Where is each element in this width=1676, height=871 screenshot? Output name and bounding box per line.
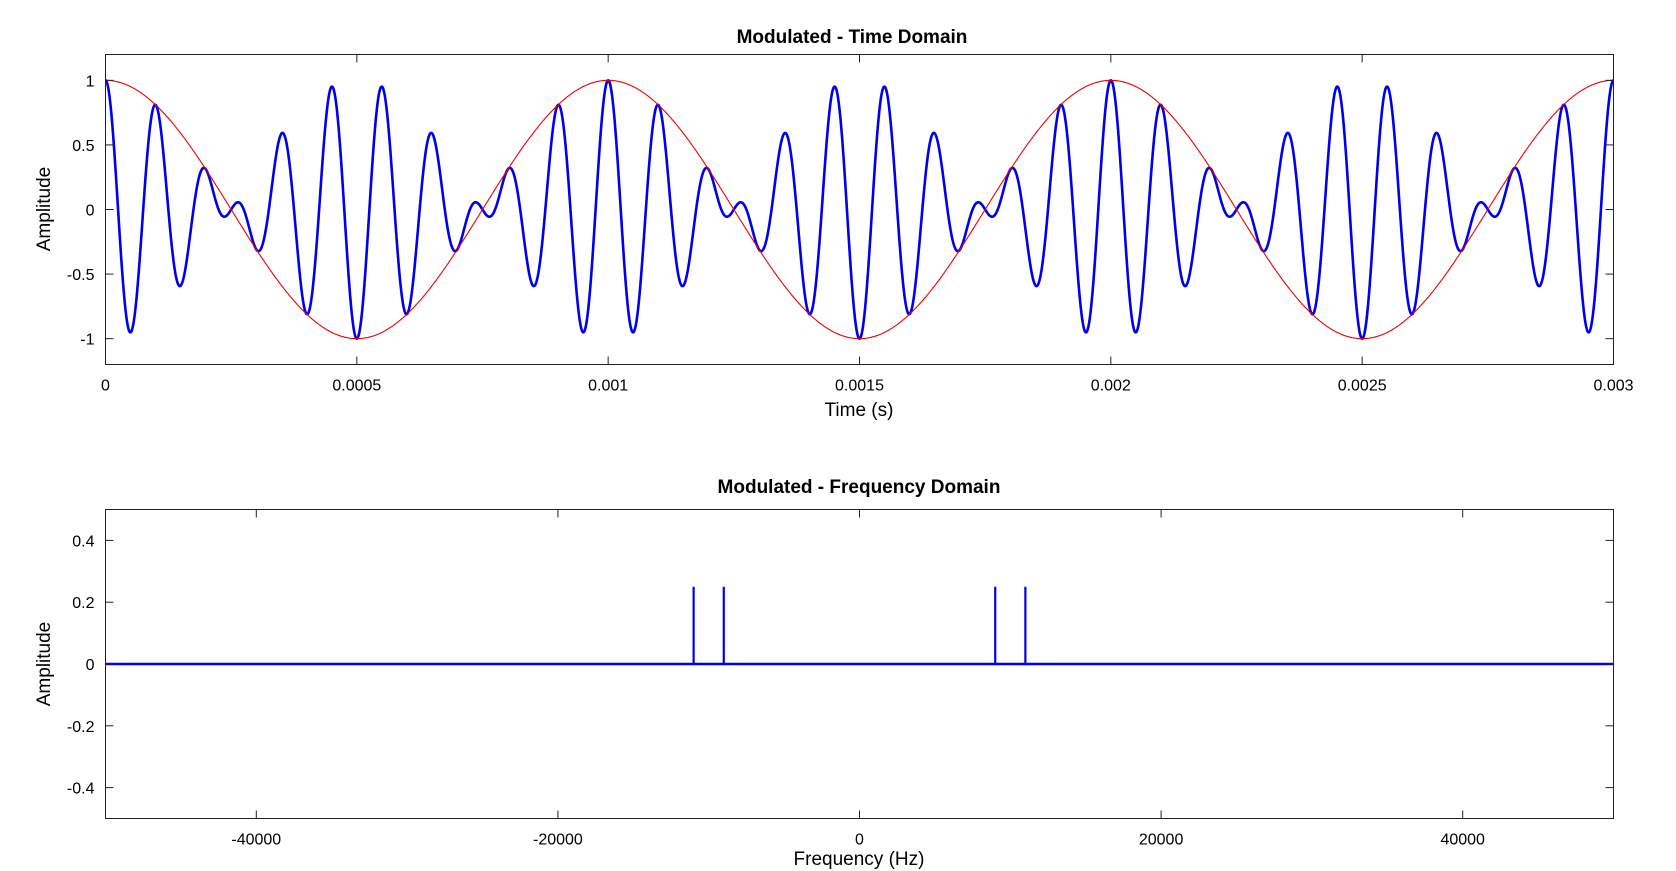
time-domain-plot-area (104, 79, 1615, 340)
time-domain-xtick-label: 0.003 (1593, 378, 1633, 395)
frequency-domain-xtick-label: 0 (855, 832, 864, 849)
time-domain-ytick-label: 0 (86, 203, 95, 220)
frequency-domain-xlabel: Frequency (Hz) (794, 849, 925, 870)
time-domain-xtick-label: 0.0005 (332, 378, 381, 395)
time-domain-ylabel: Amplitude (34, 167, 55, 252)
time-domain-ytick-label: -0.5 (67, 267, 95, 284)
frequency-domain-xtick-label: -40000 (231, 832, 281, 849)
frequency-domain-xtick-label: 40000 (1440, 832, 1485, 849)
frequency-domain-plot-area (105, 586, 1614, 666)
time-domain-xtick-label: 0 (101, 378, 110, 395)
time-domain-ticks: 0 0.0005 0.001 0.0015 0.002 0.0025 0.003 1 0.5 0 -… (67, 54, 1634, 395)
time-domain-panel: Modulated - Time Domain 0 0.0005 0.001 0.00… (34, 27, 1634, 421)
time-domain-xtick-label: 0.0015 (835, 378, 884, 395)
time-domain-xtick-label: 0.002 (1091, 378, 1131, 395)
time-domain-ytick-label: -1 (80, 332, 94, 349)
frequency-domain-panel: Modulated - Frequency Domain -40000 -2000… (34, 477, 1614, 870)
frequency-domain-ylabel: Amplitude (34, 622, 55, 707)
frequency-domain-ytick-label: -0.4 (67, 781, 95, 798)
time-domain-xtick-label: 0.0025 (1338, 378, 1387, 395)
frequency-domain-xtick-label: -20000 (533, 832, 583, 849)
frequency-domain-title: Modulated - Frequency Domain (718, 477, 1001, 498)
time-domain-xlabel: Time (s) (825, 400, 894, 421)
frequency-domain-xtick-label: 20000 (1139, 832, 1184, 849)
time-domain-axes-frame (105, 54, 1614, 365)
frequency-domain-ytick-label: 0.4 (72, 533, 94, 550)
time-domain-ytick-label: 1 (86, 73, 95, 90)
envelope-line (105, 79, 1614, 340)
frequency-domain-ticks: -40000 -20000 0 20000 40000 0.4 0.2 0 -0.2 -0.4 (67, 509, 1614, 849)
time-domain-ytick-label: 0.5 (72, 138, 94, 155)
frequency-domain-ytick-label: 0.2 (72, 595, 94, 612)
frequency-domain-ytick-label: 0 (86, 657, 95, 674)
frequency-domain-ytick-label: -0.2 (67, 719, 95, 736)
time-domain-title: Modulated - Time Domain (737, 27, 968, 48)
time-domain-xtick-label: 0.001 (588, 378, 628, 395)
modulated-signal-line (104, 79, 1615, 340)
